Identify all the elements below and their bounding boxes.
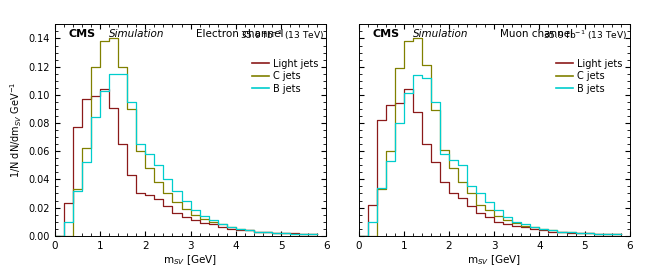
Text: Simulation: Simulation [413, 29, 468, 39]
Text: CMS: CMS [372, 29, 399, 39]
Y-axis label: 1/N dN/dm$_{SV}$ GeV$^{-1}$: 1/N dN/dm$_{SV}$ GeV$^{-1}$ [9, 82, 25, 178]
Text: Simulation: Simulation [109, 29, 165, 39]
X-axis label: m$_{SV}$ [GeV]: m$_{SV}$ [GeV] [163, 253, 218, 267]
Text: Electron channel: Electron channel [196, 29, 284, 39]
Text: 35.9 fb$^{-1}$ (13 TeV): 35.9 fb$^{-1}$ (13 TeV) [240, 29, 324, 42]
X-axis label: m$_{SV}$ [GeV]: m$_{SV}$ [GeV] [467, 253, 521, 267]
Text: CMS: CMS [68, 29, 96, 39]
Legend: Light jets, C jets, B jets: Light jets, C jets, B jets [556, 59, 622, 94]
Legend: Light jets, C jets, B jets: Light jets, C jets, B jets [252, 59, 318, 94]
Text: 35.9 fb$^{-1}$ (13 TeV): 35.9 fb$^{-1}$ (13 TeV) [543, 29, 627, 42]
Text: Muon channel: Muon channel [499, 29, 573, 39]
